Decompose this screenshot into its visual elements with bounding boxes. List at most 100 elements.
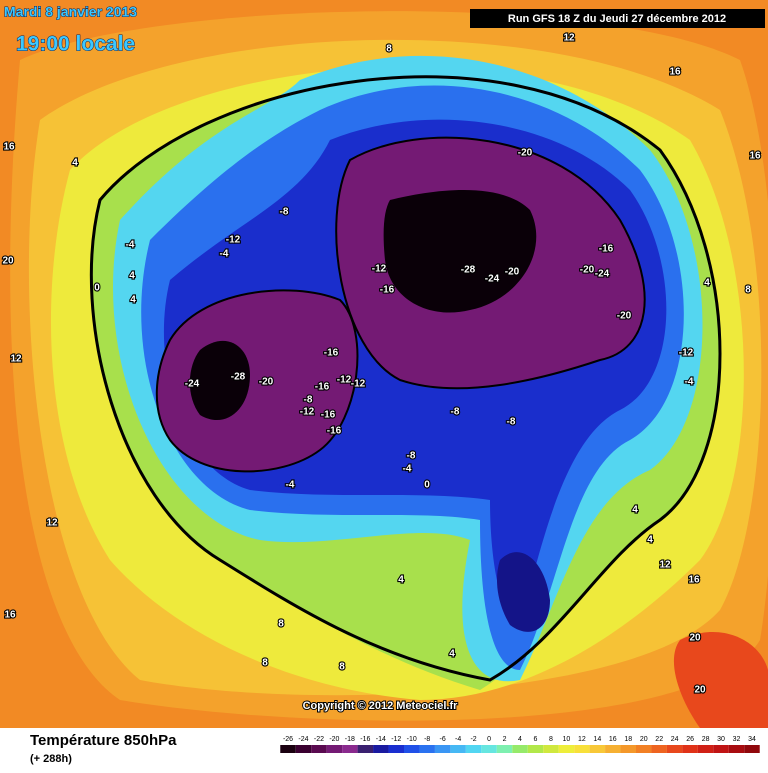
contour-label: 16 [669,67,681,78]
contour-label: 8 [262,658,268,669]
scale-swatch [465,745,482,753]
contour-label: 4 [632,505,638,516]
scale-tick-label: 14 [593,736,601,743]
scale-tick-label: -22 [314,736,324,743]
run-box [470,9,765,28]
scale-tick-label: 4 [518,736,522,743]
color-scale: -26 -24 -22 -20 -18 -16 -14 -12 -10 -8 -6 -4 -2 0 2 4 6 8… [280,736,760,753]
contour-label: -12 [351,379,366,390]
contour-label: -16 [324,348,339,359]
scale-swatch [744,745,760,753]
scale-swatch [682,745,698,753]
scale-tick-label: -14 [376,736,386,743]
contour-label: 12 [46,518,58,529]
scale-swatch [620,745,636,753]
scale-swatch [697,745,714,753]
forecast-date: Mardi 8 janvier 2013 [4,4,137,20]
contour-label: -20 [518,148,533,159]
scale-swatch [280,745,296,753]
forecast-time: 19:00 locale [16,33,135,56]
scale-swatch [527,745,544,753]
scale-tick-label: -18 [345,736,355,743]
contour-label: 8 [339,662,345,673]
contour-label: 4 [129,271,135,282]
scale-tick-label: -4 [455,736,461,743]
contour-label: -8 [280,207,289,218]
scale-swatch [543,745,559,753]
extreme-cold [383,190,537,313]
scale-swatch [496,745,513,753]
contour-label: -12 [300,407,315,418]
contour-label: 12 [659,560,671,571]
contour-label: -24 [595,269,610,280]
scale-swatch [636,745,652,753]
scale-swatch [666,745,683,753]
contour-label: -16 [321,410,336,421]
scale-swatch [589,745,606,753]
contour-label: 0 [94,283,100,294]
contour-label: -28 [461,265,476,276]
scale-tick-label: 18 [624,736,632,743]
contour-label: 16 [749,151,761,162]
contour-label: 20 [694,685,706,696]
contour-label: 20 [689,633,701,644]
scale-swatch [295,745,312,753]
scale-tick-label: 10 [563,736,571,743]
contour-label: 4 [449,649,455,660]
scale-swatch [713,745,729,753]
contour-label: -20 [259,377,274,388]
contour-label: -16 [599,244,614,255]
contour-label: 4 [72,158,78,169]
contour-label: 16 [4,610,16,621]
contour-label: -12 [372,264,387,275]
contour-label: -4 [403,464,412,475]
scale-tick-label: 22 [655,736,663,743]
run-info: Run GFS 18 Z du Jeudi 27 décembre 2012 [508,13,726,25]
scale-swatch [357,745,374,753]
scale-tick-label: 8 [549,736,553,743]
copyright: Copyright © 2012 Meteociel.fr [303,700,459,712]
scale-tick-label: 0 [487,736,491,743]
contour-label: -12 [226,235,241,246]
scale-swatch [728,745,745,753]
contour-label: -20 [617,311,632,322]
scale-swatch [651,745,667,753]
legend-subtitle: (+ 288h) [30,753,72,765]
scale-tick-label: -8 [424,736,430,743]
scale-tick-label: 26 [686,736,694,743]
contour-label: 0 [424,480,430,491]
scale-tick-label: 12 [578,736,586,743]
scale-swatch [450,745,466,753]
scale-tick-label: 28 [702,736,710,743]
hot-zone [673,631,768,728]
contour-label: 8 [278,619,284,630]
contour-label: -4 [286,480,295,491]
scale-swatch [574,745,590,753]
contour-label: 8 [745,285,751,296]
scale-tick-label: -10 [407,736,417,743]
scale-tick-label: 6 [534,736,538,743]
contour-labels: -20-16-28-24-20 -20 -24-20-12-16-12-4-16-2… [1,32,762,697]
contour-label: -12 [679,348,694,359]
scale-swatch [404,745,420,753]
scale-tick-label: 32 [733,736,741,743]
contour-label: -4 [685,377,694,388]
arctic-air [156,290,358,472]
contour-label: -8 [507,417,516,428]
contour-label: -16 [315,382,330,393]
scale-swatch [342,745,358,753]
cold-pool [497,552,550,632]
scale-swatch [481,745,497,753]
scale-tick-label: -12 [391,736,401,743]
contour-label: 20 [2,256,14,267]
scale-swatch [512,745,528,753]
contour-label: 12 [10,354,22,365]
contour-label: -28 [231,372,246,383]
contour-label: 8 [386,44,392,55]
scale-swatch [311,745,327,753]
scale-tick-label: -26 [283,736,293,743]
contour-label: 4 [647,535,653,546]
contour-label: 16 [3,142,15,153]
